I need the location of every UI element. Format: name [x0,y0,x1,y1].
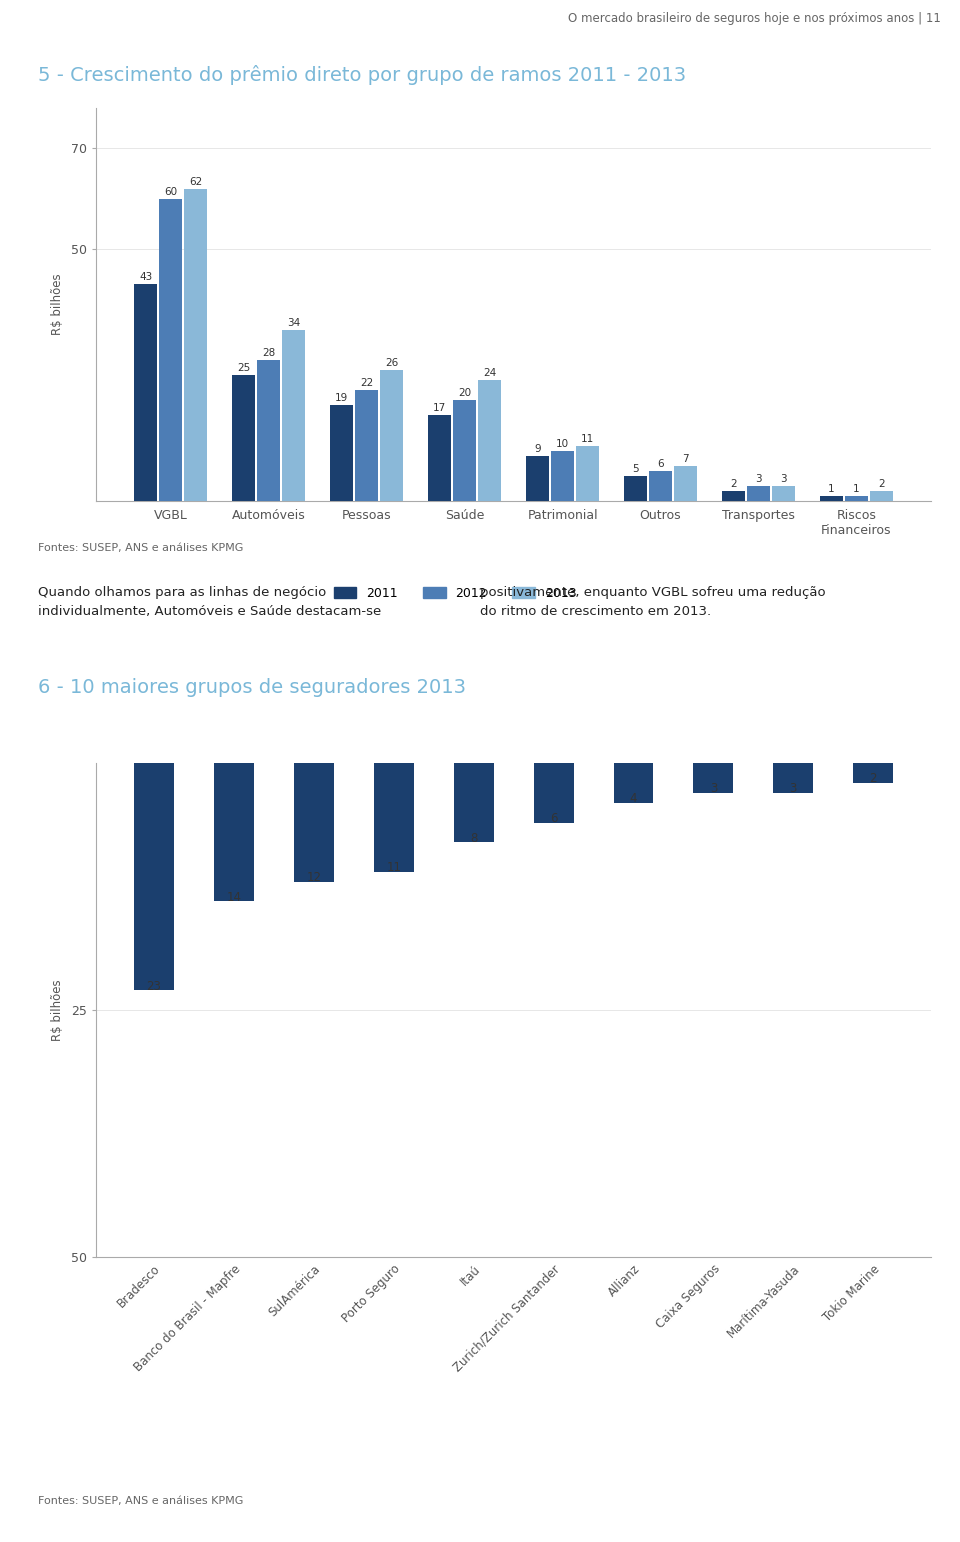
Bar [380,370,403,501]
Text: 43: 43 [139,273,153,282]
Text: 3: 3 [790,782,797,796]
Bar [526,456,549,501]
Text: 5 - Crescimento do prêmio direto por grupo de ramos 2011 - 2013: 5 - Crescimento do prêmio direto por gru… [38,65,686,85]
Bar [184,188,207,501]
Text: 9: 9 [535,444,540,453]
Bar [722,490,745,501]
Text: 11: 11 [581,433,594,444]
Bar [774,763,813,793]
Text: 3: 3 [780,473,787,484]
Text: Fontes: SUSEP, ANS e análises KPMG: Fontes: SUSEP, ANS e análises KPMG [38,1496,244,1505]
Bar [478,381,501,501]
Text: 1: 1 [853,484,860,493]
Text: 12: 12 [306,871,322,884]
Bar [624,476,647,501]
Text: 3: 3 [756,473,762,484]
Text: 2: 2 [878,480,885,489]
Text: 2: 2 [870,773,877,785]
Bar [870,490,893,501]
Text: 28: 28 [262,348,276,358]
Bar [134,284,157,501]
Bar [747,486,770,501]
Bar [853,763,893,783]
Bar [134,763,174,990]
Text: 22: 22 [360,378,373,389]
Bar [674,466,697,501]
Bar [257,359,280,501]
Bar [576,446,599,501]
Bar [330,406,353,501]
Bar [649,470,672,501]
Text: 19: 19 [335,393,348,404]
Bar [453,401,476,501]
Text: 20: 20 [458,389,471,398]
Text: 8: 8 [470,831,477,845]
Text: 6: 6 [550,813,558,825]
Text: 3: 3 [709,782,717,796]
Text: O mercado brasileiro de seguros hoje e nos próximos anos | 11: O mercado brasileiro de seguros hoje e n… [568,12,941,25]
Bar [454,763,493,842]
Text: positivamente, enquanto VGBL sofreu uma redução
do ritmo de crescimento em 2013.: positivamente, enquanto VGBL sofreu uma … [480,586,826,618]
Text: 1: 1 [828,484,835,493]
Bar [551,450,574,501]
Text: 60: 60 [164,187,178,197]
Bar [613,763,654,803]
Text: 4: 4 [630,793,637,805]
Text: 11: 11 [386,862,401,874]
Y-axis label: R$ bilhões: R$ bilhões [51,274,64,335]
Text: Quando olhamos para as linhas de negócio
individualmente, Automóveis e Saúde des: Quando olhamos para as linhas de negócio… [38,586,382,618]
Text: 24: 24 [483,369,496,378]
Bar [373,763,414,871]
Bar [159,199,182,501]
Text: 5: 5 [633,464,639,473]
Bar [772,486,795,501]
Bar [693,763,733,793]
Bar [534,763,573,822]
Bar [282,330,305,501]
Bar [845,497,868,501]
Text: 10: 10 [556,439,569,449]
Text: 17: 17 [433,404,446,413]
Text: 14: 14 [227,891,241,904]
Text: 7: 7 [683,453,689,464]
Text: 26: 26 [385,358,398,369]
Bar [355,390,378,501]
Text: 62: 62 [189,177,203,187]
Bar [232,375,255,501]
Text: 25: 25 [237,362,251,373]
Text: 23: 23 [147,979,161,993]
Bar [820,497,843,501]
Text: 34: 34 [287,318,300,328]
Y-axis label: R$ bilhões: R$ bilhões [51,979,64,1041]
Text: 6 - 10 maiores grupos de seguradores 2013: 6 - 10 maiores grupos de seguradores 201… [38,678,467,697]
Legend: 2011, 2012, 2013: 2011, 2012, 2013 [329,581,582,604]
Text: 2: 2 [731,480,737,489]
Bar [214,763,253,902]
Text: 6: 6 [658,460,664,469]
Text: Fontes: SUSEP, ANS e análises KPMG: Fontes: SUSEP, ANS e análises KPMG [38,543,244,552]
Bar [294,763,334,882]
Bar [428,415,451,501]
